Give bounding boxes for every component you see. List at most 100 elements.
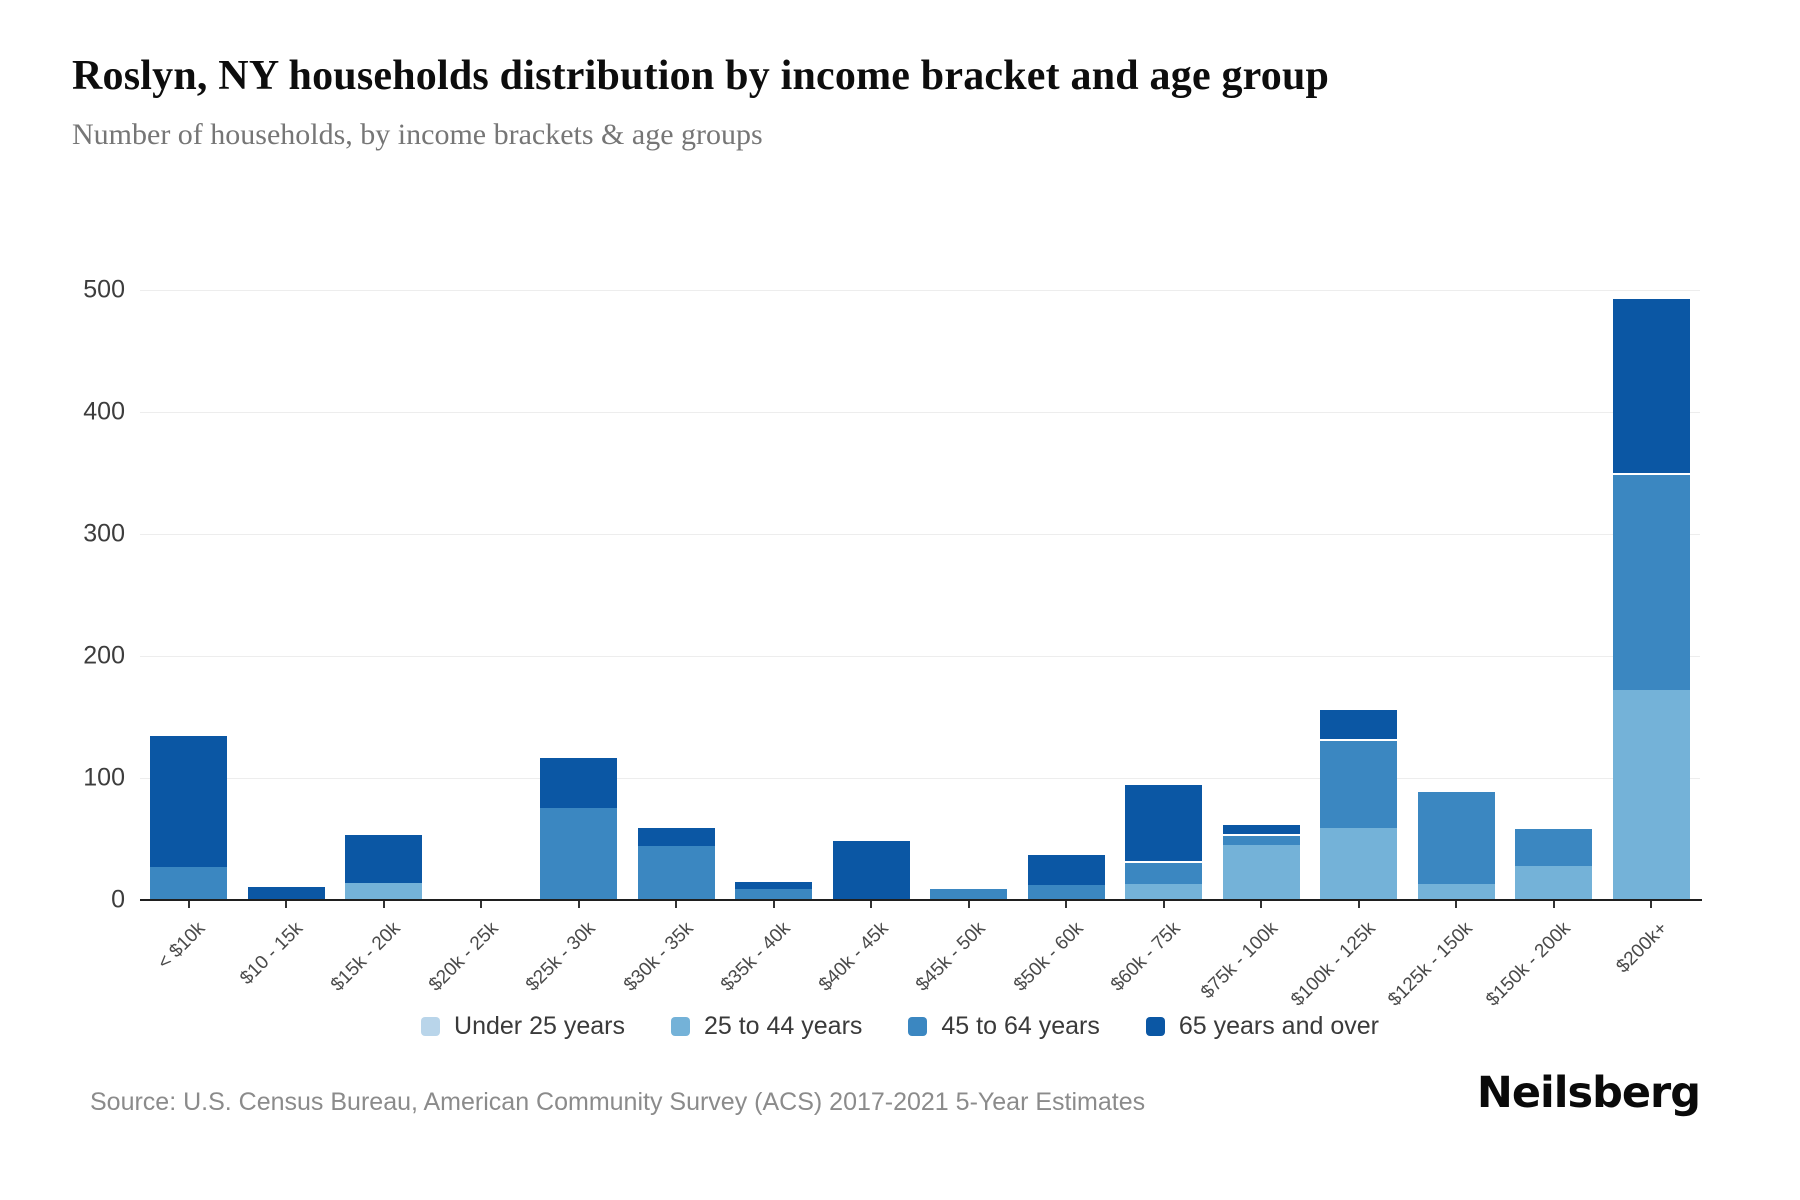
- legend-item-45-to-64-years[interactable]: 45 to 64 years: [908, 1012, 1100, 1041]
- bar-segment[interactable]: [1222, 845, 1300, 900]
- x-tick: [1162, 901, 1165, 908]
- bar-segment[interactable]: [540, 808, 618, 900]
- x-axis-label: $10 - 15k: [236, 918, 308, 989]
- stacked-bar--150k-200k[interactable]: [1515, 827, 1593, 900]
- x-axis-label: $150k - 200k: [1482, 918, 1575, 1011]
- x-axis-line: [140, 899, 1702, 901]
- y-tick-label-300: 300: [83, 519, 125, 548]
- gridline-200: [140, 656, 1700, 657]
- stacked-bar--30k-35k[interactable]: [637, 826, 715, 900]
- gridline-400: [140, 412, 1700, 413]
- stacked-bar--35k-40k[interactable]: [735, 880, 813, 900]
- bar-segment[interactable]: [540, 756, 618, 808]
- x-axis-label: $50k - 60k: [1009, 918, 1088, 996]
- legend-item-65-years-and-over[interactable]: 65 years and over: [1145, 1012, 1379, 1041]
- stacked-bar--75k-100k[interactable]: [1222, 823, 1300, 900]
- bar-segment[interactable]: [930, 889, 1008, 900]
- bar-segment[interactable]: [1222, 834, 1300, 845]
- bar-slot: [433, 290, 531, 900]
- x-tick: [187, 901, 190, 908]
- bar-slot: [1213, 290, 1311, 900]
- plot-area: [140, 290, 1700, 900]
- bar-segment[interactable]: [345, 833, 423, 883]
- x-tick: [967, 901, 970, 908]
- stacked-bar--50k-60k[interactable]: [1027, 853, 1105, 900]
- bar-segment[interactable]: [1222, 823, 1300, 834]
- x-tick: [772, 901, 775, 908]
- x-axis-label: $125k - 150k: [1384, 918, 1478, 1011]
- bar-slot: [140, 290, 238, 900]
- x-axis-label: $15k - 20k: [327, 918, 405, 996]
- bar-segment[interactable]: [832, 841, 910, 900]
- bar-slot: [1505, 290, 1603, 900]
- bar-slot: [725, 290, 823, 900]
- stacked-bar--100k-125k[interactable]: [1320, 708, 1398, 900]
- x-tick: [1357, 901, 1360, 908]
- y-tick-label-100: 100: [83, 763, 125, 792]
- bar-segment[interactable]: [150, 734, 228, 867]
- bar-segment[interactable]: [1417, 884, 1495, 900]
- x-tick: [675, 901, 678, 908]
- bar-slot: [335, 290, 433, 900]
- neilsberg-logo: Neilsberg: [1476, 1068, 1701, 1118]
- x-axis-label: $40k - 45k: [814, 918, 893, 996]
- bar-segment[interactable]: [637, 826, 715, 846]
- bar-segment[interactable]: [1612, 690, 1690, 900]
- x-tick: [1065, 901, 1068, 908]
- legend: Under 25 years 25 to 44 years 45 to 64 yea…: [0, 1012, 1800, 1041]
- x-tick: [285, 901, 288, 908]
- bar-slot: [1310, 290, 1408, 900]
- x-axis-label: $35k - 40k: [717, 918, 795, 996]
- bar-slot: [530, 290, 628, 900]
- bar-segment[interactable]: [1417, 790, 1495, 884]
- stacked-bar--45k-50k[interactable]: [930, 889, 1008, 900]
- bar-segment[interactable]: [735, 889, 813, 900]
- bar-segment[interactable]: [1125, 783, 1203, 861]
- bar-segment[interactable]: [1515, 827, 1593, 866]
- bar-segment[interactable]: [247, 887, 325, 900]
- bar-segment[interactable]: [1320, 708, 1398, 739]
- x-axis-label: $75k - 100k: [1197, 918, 1283, 1004]
- legend-swatch: [670, 1017, 690, 1036]
- bar-segment[interactable]: [637, 846, 715, 900]
- y-tick-label-500: 500: [83, 275, 125, 304]
- stacked-bar--15k-20k[interactable]: [345, 833, 423, 900]
- bar-segment[interactable]: [1612, 473, 1690, 690]
- bar-segment[interactable]: [1515, 866, 1593, 900]
- stacked-bar--200k+[interactable]: [1612, 297, 1690, 900]
- stacked-bar--25k-30k[interactable]: [540, 756, 618, 900]
- gridline-500: [140, 290, 1700, 291]
- bar-segment[interactable]: [1027, 853, 1105, 885]
- bar-segment[interactable]: [345, 883, 423, 900]
- stacked-bar--10-15k[interactable]: [247, 887, 325, 900]
- bar-segment[interactable]: [1320, 828, 1398, 900]
- bar-slot: [628, 290, 726, 900]
- y-tick-label-200: 200: [83, 641, 125, 670]
- x-axis-label: $45k - 50k: [912, 918, 990, 996]
- bar-segment[interactable]: [1125, 861, 1203, 884]
- stacked-bar--125k-150k[interactable]: [1417, 790, 1495, 900]
- bar-slot: [1115, 290, 1213, 900]
- bar-slot: [238, 290, 336, 900]
- stacked-bar--10k[interactable]: [150, 734, 228, 900]
- legend-item-under-25-years[interactable]: Under 25 years: [421, 1012, 625, 1041]
- stacked-bar--40k-45k[interactable]: [832, 841, 910, 900]
- bar-segment[interactable]: [150, 867, 228, 900]
- bar-segment[interactable]: [1125, 884, 1203, 900]
- bar-segment[interactable]: [735, 880, 813, 889]
- bar-segment[interactable]: [1612, 297, 1690, 473]
- x-tick: [870, 901, 873, 908]
- stacked-bar--60k-75k[interactable]: [1125, 783, 1203, 900]
- legend-swatch: [421, 1017, 441, 1036]
- bar-slot: [1018, 290, 1116, 900]
- y-tick-label-0: 0: [111, 885, 125, 914]
- legend-label: 65 years and over: [1178, 1012, 1379, 1040]
- x-axis-label: $30k - 35k: [619, 918, 698, 996]
- legend-item-25-to-44-years[interactable]: 25 to 44 years: [670, 1012, 862, 1041]
- bar-segment[interactable]: [1320, 739, 1398, 828]
- x-axis-label: $60k - 75k: [1107, 918, 1185, 996]
- bar-segment[interactable]: [1027, 885, 1105, 900]
- x-tick: [577, 901, 580, 908]
- x-tick: [1552, 901, 1555, 908]
- x-axis-label: < $10k: [154, 918, 210, 974]
